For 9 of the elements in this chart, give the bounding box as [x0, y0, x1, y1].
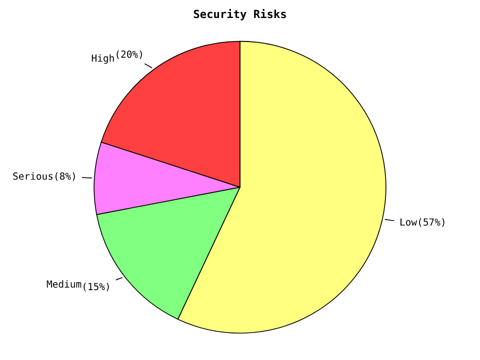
data-label: (15%) — [84, 282, 109, 292]
data-label: (57%) — [419, 218, 444, 227]
slice-label: High — [92, 54, 114, 64]
data-label: (20%) — [116, 50, 142, 59]
slice-label: Low — [400, 218, 418, 226]
chart-title: Security Risks — [194, 8, 286, 20]
slice-label: Serious — [13, 172, 53, 180]
slice-label: Medium — [46, 280, 82, 288]
data-label: (8%) — [56, 172, 75, 181]
